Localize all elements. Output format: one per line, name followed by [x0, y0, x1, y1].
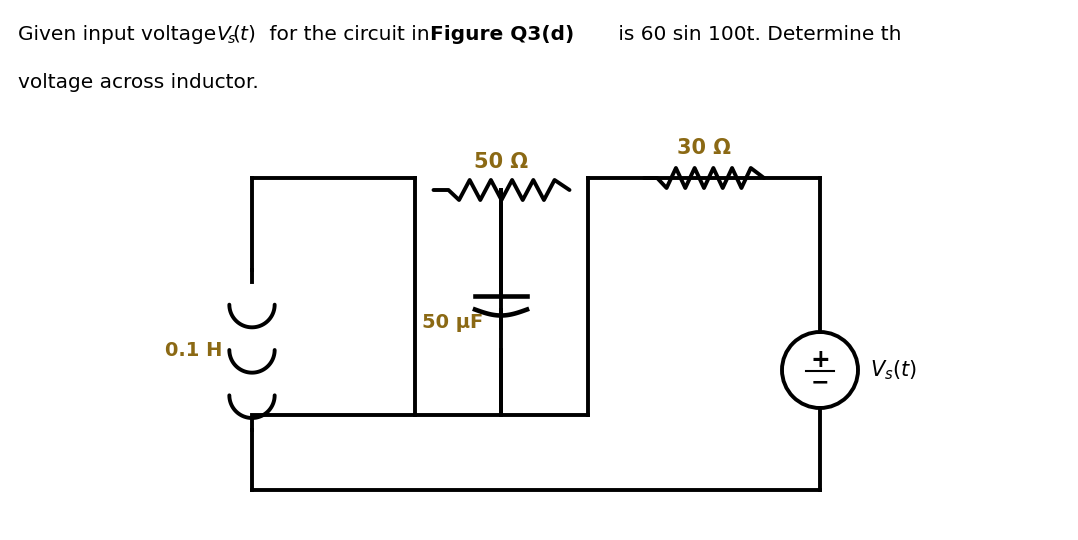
Text: 30 Ω: 30 Ω [677, 138, 731, 158]
Text: voltage across inductor.: voltage across inductor. [18, 73, 259, 92]
Text: 0.1 H: 0.1 H [165, 341, 223, 360]
Text: for the circuit in: for the circuit in [263, 25, 436, 44]
Text: Figure Q3(d): Figure Q3(d) [430, 25, 575, 44]
Text: 50 Ω: 50 Ω [474, 152, 528, 172]
Text: $\it{V}_{\it{s}}\it{(t)}$: $\it{V}_{\it{s}}\it{(t)}$ [870, 358, 917, 382]
Text: −: − [811, 372, 829, 392]
Text: 50 μF: 50 μF [423, 313, 484, 332]
Text: Given input voltage: Given input voltage [18, 25, 223, 44]
Text: is 60 sin 100t. Determine th: is 60 sin 100t. Determine th [612, 25, 901, 44]
Text: +: + [811, 348, 830, 372]
Text: $\it{V}_{\!\it{s}}\!\it{(t)}$: $\it{V}_{\!\it{s}}\!\it{(t)}$ [216, 24, 255, 46]
